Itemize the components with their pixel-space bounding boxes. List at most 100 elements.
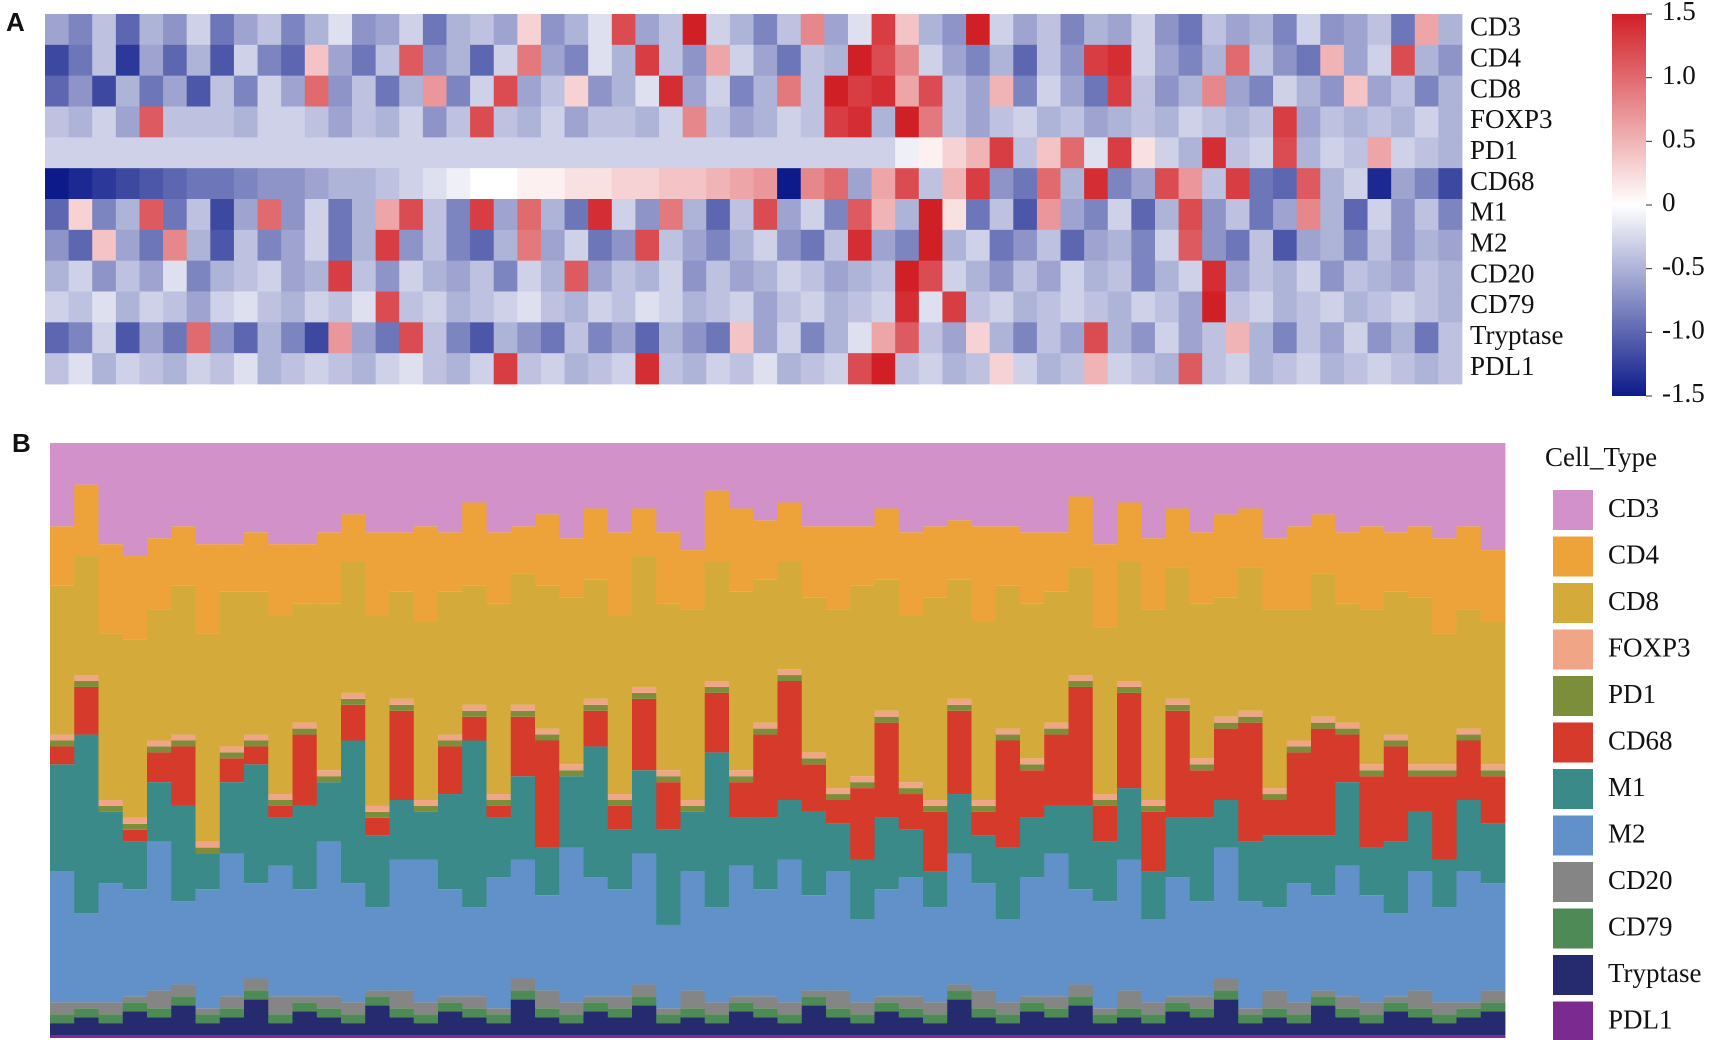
heatmap-cell <box>422 44 447 77</box>
bar-segment <box>1068 567 1094 676</box>
bar-segment <box>1117 562 1142 681</box>
bar-segment <box>1432 1002 1457 1015</box>
bar-segment <box>777 681 803 800</box>
heatmap-cell <box>1060 44 1085 77</box>
heatmap-cell <box>1202 75 1227 107</box>
bar-segment <box>1117 443 1142 503</box>
bar-segment <box>1480 883 1506 991</box>
heatmap-cell <box>1391 75 1416 107</box>
heatmap-cell <box>1084 106 1109 138</box>
heatmap-cell <box>304 199 329 231</box>
bar-segment <box>316 996 342 1009</box>
heatmap-cell <box>1438 291 1463 323</box>
heatmap-cell <box>824 229 849 262</box>
bar-segment <box>1432 1014 1457 1024</box>
heatmap-cell <box>304 137 329 169</box>
bar-segment <box>729 996 754 1003</box>
heatmap-cell <box>847 322 872 354</box>
bar-segment <box>1383 996 1409 1003</box>
heatmap-cell <box>1225 199 1250 231</box>
legend-swatch <box>1553 676 1593 716</box>
heatmap-cell <box>588 291 613 323</box>
heatmap-cell <box>1154 75 1179 107</box>
bar-segment <box>1383 591 1409 735</box>
heatmap-cell <box>706 44 731 77</box>
heatmap-cell <box>446 322 471 354</box>
bar-segment <box>607 794 633 800</box>
legend-swatch <box>1553 815 1593 856</box>
heatmap-cell <box>540 44 565 77</box>
heatmap-cell <box>989 44 1014 77</box>
bar-segment <box>923 805 948 812</box>
heatmap-cell <box>966 137 991 169</box>
heatmap-cell <box>493 137 518 169</box>
bar-segment <box>1286 835 1312 884</box>
bar-segment <box>1189 603 1215 759</box>
bar-segment <box>632 1035 657 1038</box>
heatmap-cell <box>375 168 400 200</box>
bar-segment <box>171 443 196 527</box>
bar-segment <box>50 746 75 765</box>
bar-segment <box>244 591 269 735</box>
bar-segment <box>583 1002 609 1012</box>
bar-segment <box>1092 841 1118 902</box>
heatmap-cell <box>1414 353 1439 385</box>
heatmap-cell <box>139 75 164 107</box>
heatmap-cell <box>186 44 211 77</box>
heatmap-cell <box>45 260 70 292</box>
legend-label: CD3 <box>1608 493 1659 523</box>
heatmap-cell <box>92 106 117 138</box>
heatmap-cell <box>1273 44 1298 77</box>
bar-segment <box>753 817 778 890</box>
heatmap-cell <box>352 291 377 323</box>
heatmap-cell <box>659 75 684 107</box>
bar-segment <box>1262 794 1288 800</box>
bar-segment <box>535 847 560 896</box>
bar-segment <box>1359 895 1385 1003</box>
bar-segment <box>1044 443 1069 533</box>
heatmap-cell <box>1178 14 1203 46</box>
bar-segment <box>1335 443 1360 533</box>
row-label: CD68 <box>1470 166 1535 196</box>
bar-segment <box>147 538 172 610</box>
bar-segment <box>753 1008 778 1018</box>
heatmap-cell <box>777 137 802 169</box>
bar-segment <box>874 710 900 717</box>
heatmap-cell <box>540 229 565 262</box>
bar-segment <box>753 734 778 818</box>
bar-segment <box>147 1008 172 1018</box>
heatmap-cell <box>1060 14 1085 46</box>
heatmap-cell <box>446 229 471 262</box>
heatmap-cell <box>942 291 967 323</box>
bar-segment <box>219 1017 245 1036</box>
heatmap-cell <box>564 14 589 46</box>
heatmap-cell <box>68 260 93 292</box>
heatmap-cell <box>659 14 684 46</box>
bar-segment <box>292 544 318 604</box>
heatmap-cell <box>257 199 282 231</box>
heatmap-cell <box>163 75 188 107</box>
heatmap-cell <box>1060 229 1085 262</box>
bar-segment <box>559 443 584 539</box>
heatmap-cell <box>1202 14 1227 46</box>
heatmap-cell <box>257 168 282 200</box>
bar-segment <box>923 800 948 806</box>
bar-segment <box>1456 1002 1482 1009</box>
heatmap-cell <box>871 14 896 46</box>
bar-segment <box>1335 722 1360 729</box>
bar-segment <box>438 591 463 735</box>
heatmap-cell <box>659 168 684 200</box>
heatmap-cell <box>1273 353 1298 385</box>
bar-segment <box>389 1008 415 1018</box>
bar-segment <box>947 520 972 580</box>
bar-segment <box>147 1017 172 1036</box>
heatmap-cell <box>1013 106 1038 138</box>
bar-segment <box>341 692 366 699</box>
heatmap-cell <box>588 199 613 231</box>
bar-segment <box>1335 603 1360 723</box>
bar-segment <box>704 692 730 753</box>
heatmap-cell <box>753 229 778 262</box>
heatmap-cell <box>210 199 235 231</box>
heatmap-cell <box>1154 14 1179 46</box>
bar-segment <box>486 603 512 795</box>
